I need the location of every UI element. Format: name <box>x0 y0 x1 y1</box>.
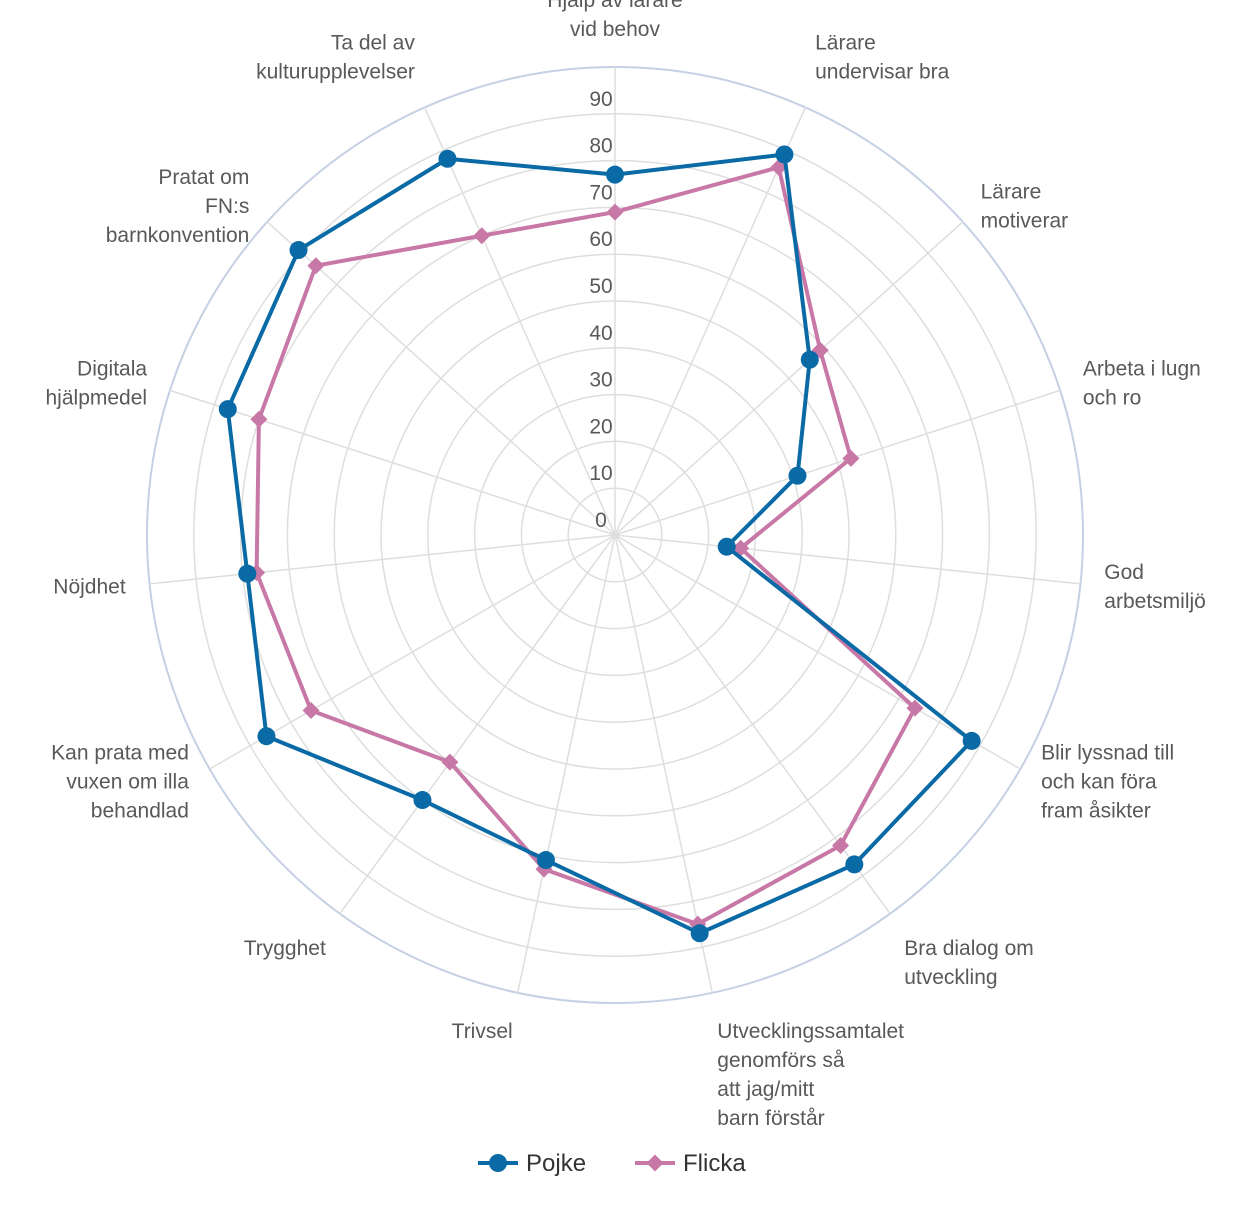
grid-spoke <box>614 534 891 915</box>
data-point <box>842 449 860 467</box>
tick-label: 10 <box>589 462 612 485</box>
data-point <box>800 350 819 369</box>
series-flicka <box>248 158 924 933</box>
tick-label: 80 <box>589 135 612 158</box>
data-point <box>536 851 555 870</box>
grid-spoke <box>169 389 616 536</box>
grid-spoke <box>614 534 1081 585</box>
category-label: Digitala hjälpmedel <box>46 358 148 410</box>
grid-spoke <box>266 221 616 536</box>
legend-item-flicka[interactable]: Flicka <box>635 1150 746 1177</box>
category-label: Arbeta i lugn och ro <box>1083 358 1201 410</box>
category-label: Trivsel <box>452 1020 513 1043</box>
category-label: Lärare motiverar <box>981 181 1069 233</box>
data-point <box>606 203 624 221</box>
grid-spoke <box>614 534 1021 770</box>
series-line <box>254 165 917 927</box>
data-point <box>218 400 237 419</box>
category-label: Blir lyssnad till och kan föra fram åsikte… <box>1041 741 1174 822</box>
data-point <box>906 699 924 717</box>
series-pojke <box>218 145 981 943</box>
category-label: God arbetsmiljö <box>1104 561 1206 613</box>
data-series <box>218 145 981 943</box>
legend-marker <box>646 1154 664 1172</box>
category-label: Hjälp av lärare vid behov <box>547 0 682 41</box>
category-label: Trygghet <box>244 937 326 960</box>
category-label: Kan prata med vuxen om illa behandlad <box>51 741 189 822</box>
data-point <box>257 727 276 746</box>
legend-marker <box>489 1154 507 1172</box>
category-label: Ta del av kulturupplevelser <box>256 31 415 83</box>
tick-label: 40 <box>589 322 612 345</box>
legend-label: Pojke <box>526 1150 586 1177</box>
grid-spoke <box>423 107 616 536</box>
data-point <box>690 924 709 943</box>
grid-spoke <box>516 534 616 993</box>
data-point <box>717 537 736 556</box>
tick-label: 50 <box>589 275 612 298</box>
radial-tick-labels: 0 10 20 30 40 50 60 70 80 90 <box>589 88 612 532</box>
category-label: Bra dialog om utveckling <box>904 937 1034 989</box>
grid-spoke <box>149 534 616 585</box>
tick-label: 20 <box>589 415 612 438</box>
grid-spoke <box>209 534 616 770</box>
data-point <box>775 145 794 164</box>
data-point <box>250 410 268 428</box>
grid-spoke <box>614 389 1061 536</box>
category-label: Utvecklingssamtalet genomförs så att jag/m… <box>717 1020 904 1130</box>
category-label: Pratat om FN:s barnkonvention <box>106 166 250 247</box>
legend-label: Flicka <box>683 1150 746 1177</box>
category-labels: Hjälp av lärare vid behov Lärare undervisar… <box>46 0 1206 1130</box>
data-point <box>289 241 308 260</box>
tick-label: 60 <box>589 228 612 251</box>
data-point <box>438 149 457 168</box>
data-point <box>302 702 320 719</box>
data-point <box>832 836 850 854</box>
legend: Pojke Flicka <box>478 1150 746 1177</box>
grid-spoke <box>339 534 616 915</box>
data-point <box>238 564 257 583</box>
grid-spoke <box>614 221 964 536</box>
data-point <box>962 731 981 750</box>
data-point <box>413 791 432 810</box>
series-line <box>225 152 974 936</box>
data-point <box>307 257 325 275</box>
radar-grid <box>146 66 1084 1004</box>
data-point <box>845 855 864 874</box>
data-point <box>788 466 807 485</box>
category-label: Nöjdhet <box>53 576 126 599</box>
legend-item-pojke[interactable]: Pojke <box>478 1150 586 1177</box>
tick-label: 0 <box>595 509 607 532</box>
tick-label: 90 <box>589 88 612 111</box>
data-point <box>473 227 491 245</box>
tick-label: 30 <box>589 369 612 392</box>
grid-spoke <box>614 107 807 536</box>
grid-spoke <box>614 534 714 993</box>
data-point <box>441 753 459 771</box>
tick-label: 70 <box>589 181 612 204</box>
category-label: Lärare undervisar bra <box>815 31 950 83</box>
data-point <box>606 165 624 184</box>
